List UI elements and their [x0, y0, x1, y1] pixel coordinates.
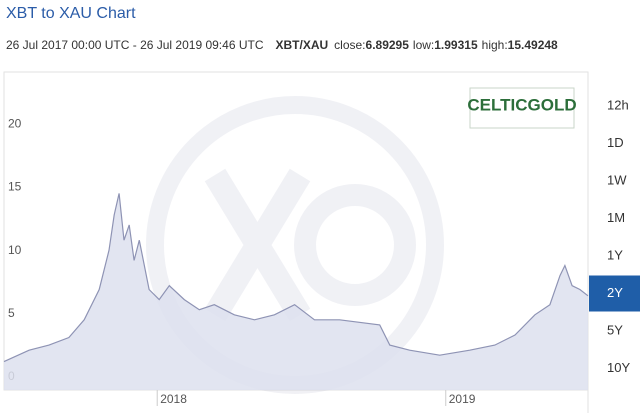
area — [4, 193, 588, 390]
y-tick-label: 20 — [8, 116, 22, 130]
chart-title: XBT to XAU Chart — [6, 5, 136, 22]
range-button[interactable] — [589, 275, 640, 312]
range-label[interactable]: 10Y — [607, 360, 630, 375]
subtitle-pair: XBT/XAU — [275, 38, 328, 52]
y-tick-label: 5 — [8, 306, 15, 320]
range-label[interactable]: 5Y — [607, 322, 623, 337]
logo-box — [469, 87, 575, 129]
x-tick-label: 2018 — [160, 392, 187, 406]
subtitle-high-label: high: — [482, 38, 508, 52]
line — [3, 193, 589, 363]
range-button[interactable] — [589, 313, 640, 349]
subtitle-close-label: close: — [334, 38, 365, 52]
subtitle: 26 Jul 2017 00:00 UTC - 26 Jul 2019 09:4… — [6, 38, 558, 52]
subtitle-close: 6.89295 — [366, 38, 410, 52]
range-label[interactable]: 2Y — [607, 285, 623, 300]
range-label[interactable]: 12h — [607, 97, 629, 112]
range-button[interactable] — [589, 125, 640, 162]
range-label[interactable]: 1M — [607, 210, 625, 225]
subtitle-high: 15.49248 — [508, 38, 558, 52]
range-label[interactable]: 1D — [607, 135, 624, 150]
range-button[interactable] — [589, 350, 640, 387]
range-button[interactable] — [589, 163, 640, 199]
subtitle-low: 1.99315 — [434, 38, 478, 52]
y-tick-label: 15 — [8, 180, 22, 194]
logo: CELTICGOLD — [467, 95, 576, 114]
range-button[interactable] — [589, 238, 640, 274]
x-tick-label: 2019 — [449, 392, 476, 406]
range-label[interactable]: 1Y — [607, 247, 623, 262]
range-button[interactable] — [589, 88, 640, 124]
range-label[interactable]: 1W — [607, 172, 627, 187]
subtitle-low-label: low: — [413, 38, 434, 52]
y-tick-label: 10 — [8, 243, 22, 257]
range-button[interactable] — [589, 200, 640, 237]
subtitle-date-range: 26 Jul 2017 00:00 UTC - 26 Jul 2019 09:4… — [6, 38, 264, 52]
